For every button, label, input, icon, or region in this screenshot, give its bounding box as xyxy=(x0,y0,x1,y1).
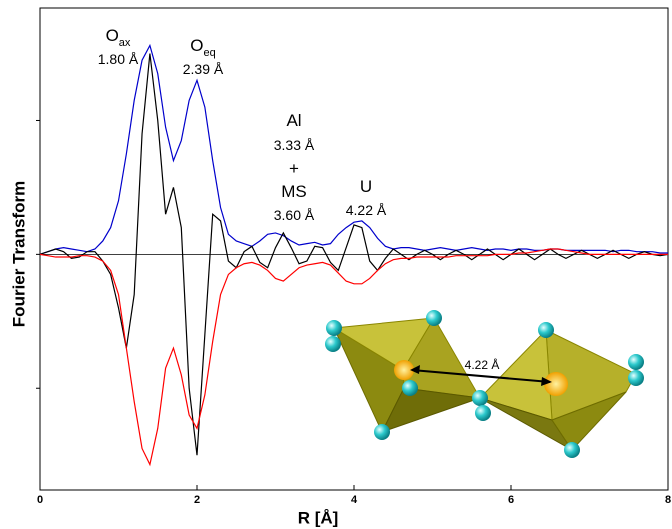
annotation-text: 1.80 Å xyxy=(98,51,139,67)
annotation-text: + xyxy=(289,159,299,178)
inset-structure: 4.22 Å xyxy=(325,310,644,458)
annotation-subscript: eq xyxy=(203,47,215,59)
annotation: MS xyxy=(281,182,307,201)
annotation: 1.80 Å xyxy=(98,51,139,67)
x-axis-label: R [Å] xyxy=(298,508,339,527)
x-tick-label: 8 xyxy=(665,494,671,506)
annotation: U xyxy=(360,177,372,196)
annotation: 4.22 Å xyxy=(346,202,387,218)
x-tick-label: 4 xyxy=(351,494,358,506)
annotation-text: 3.33 Å xyxy=(274,137,315,153)
x-tick-label: 0 xyxy=(37,494,43,506)
x-tick-label: 6 xyxy=(508,494,514,506)
annotation: Al xyxy=(286,111,301,130)
annotation-text: O xyxy=(106,26,119,45)
annotation: 3.60 Å xyxy=(274,207,315,223)
annotation-text: 3.60 Å xyxy=(274,207,315,223)
y-axis-label: Fourier Transform xyxy=(9,181,28,327)
annotation: 2.39 Å xyxy=(183,61,224,77)
annotation-text: 4.22 Å xyxy=(346,202,387,218)
annotation-text: MS xyxy=(281,182,307,201)
annotation-text: O xyxy=(190,36,203,55)
data-line xyxy=(40,45,668,254)
annotation-text: U xyxy=(360,177,372,196)
chart: 0 2 4 6 8 Oax 1.80 Å Oeq 2.39 Å Al 3.33 Å + MS 3.60 Å… xyxy=(0,0,672,529)
inset-distance-label: 4.22 Å xyxy=(465,357,500,372)
annotation: + xyxy=(289,159,299,178)
annotation: Oeq xyxy=(190,36,215,58)
annotation: Oax xyxy=(106,26,131,48)
x-tick-label: 2 xyxy=(194,494,200,506)
annotation: 3.33 Å xyxy=(274,137,315,153)
annotation-text: Al xyxy=(286,111,301,130)
annotation-text: 2.39 Å xyxy=(183,61,224,77)
annotation-subscript: ax xyxy=(119,37,131,49)
